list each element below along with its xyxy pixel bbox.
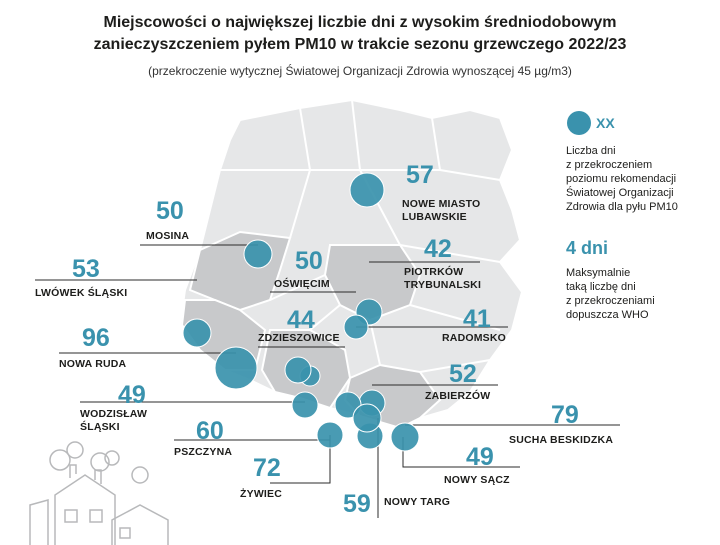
legend-who-line: dopuszcza WHO <box>566 309 649 321</box>
legend-marker-line: z przekroczeniem <box>566 159 653 171</box>
city-name: NOWY TARG <box>384 496 451 508</box>
city-days-value: 44 <box>287 306 315 334</box>
legend-marker-line: Zdrowia dla pyłu PM10 <box>566 201 678 213</box>
city-days-value: 72 <box>253 454 281 482</box>
city-days-value: 53 <box>72 255 100 283</box>
page-title-line-1: Miejscowości o największej liczbie dni z… <box>103 14 617 31</box>
city-marker <box>352 403 382 433</box>
markers <box>182 172 420 452</box>
city-name: SUCHA BESKIDZKA <box>509 434 614 446</box>
city-name: ŻYWIEC <box>240 488 283 500</box>
legend-marker-line: poziomu rekomendacji <box>566 173 677 185</box>
city-days-value: 50 <box>156 197 184 225</box>
page-title-line-2: zanieczyszczeniem pyłem PM10 w trakcie s… <box>93 36 627 53</box>
city-days-value: 57 <box>406 161 434 189</box>
city-name: NOWY SĄCZ <box>444 474 510 486</box>
city-marker <box>316 421 344 449</box>
city-days-value: 52 <box>449 360 477 388</box>
legend-marker-icon <box>567 111 591 135</box>
city-days-value: 96 <box>82 324 110 352</box>
legend-marker-description: Liczba dni z przekroczeniem poziomu reko… <box>566 144 678 214</box>
city-marker <box>343 314 369 340</box>
leader-line <box>402 437 520 468</box>
legend-marker-line: Liczba dni <box>566 145 616 157</box>
city-marker <box>284 356 312 384</box>
coastline <box>231 105 301 119</box>
city-name: OŚWIĘCIM <box>274 278 330 290</box>
city-marker <box>390 422 420 452</box>
region-central <box>323 244 422 322</box>
leader-line <box>270 435 331 484</box>
legend-marker-placeholder: XX <box>596 115 615 131</box>
city-name: RADOMSKO <box>442 332 507 344</box>
legend-who-line: Maksymalnie <box>566 267 631 279</box>
legend-who-value: 4 dni <box>566 238 609 258</box>
page-subtitle: (przekroczenie wytycznej Światowej Organ… <box>148 64 572 78</box>
houses-illustration <box>29 441 169 545</box>
city-days-value: 60 <box>196 417 224 445</box>
city-name: ZDZIESZOWICE <box>258 332 340 344</box>
city-name: LWÓWEK ŚLĄSKI <box>35 287 128 299</box>
city-days-value: 59 <box>343 490 371 518</box>
city-days-value: 49 <box>118 381 146 409</box>
city-name: WODZISŁAW ŚLĄSKI <box>80 408 148 433</box>
city-days-value: 49 <box>466 443 494 471</box>
city-marker <box>291 391 319 419</box>
city-marker <box>243 239 273 269</box>
internal-borders <box>220 99 501 373</box>
city-name: MOSINA <box>146 230 190 242</box>
city-days-value: 79 <box>551 401 579 429</box>
city-name: ZABIERZÓW <box>425 390 491 402</box>
city-marker <box>182 318 212 348</box>
city-days-value: 41 <box>463 305 491 333</box>
city-marker <box>349 172 385 208</box>
legend-marker-line: Światowej Organizacji <box>566 187 674 199</box>
city-name: PSZCZYNA <box>174 446 233 458</box>
city-days-value: 42 <box>424 235 452 263</box>
city-marker <box>214 346 258 390</box>
city-name: NOWA RUDA <box>59 358 127 370</box>
legend-who-line: z przekroczeniami <box>566 295 655 307</box>
city-name: PIOTRKÓW TRYBUNALSKI <box>404 266 482 291</box>
legend-who-description: Maksymalnie taką liczbę dni z przekrocze… <box>566 266 655 322</box>
city-name: NOWE MIASTO LUBAWSKIE <box>402 198 481 223</box>
city-days-value: 50 <box>295 247 323 275</box>
legend-who-line: taką liczbę dni <box>566 281 636 293</box>
